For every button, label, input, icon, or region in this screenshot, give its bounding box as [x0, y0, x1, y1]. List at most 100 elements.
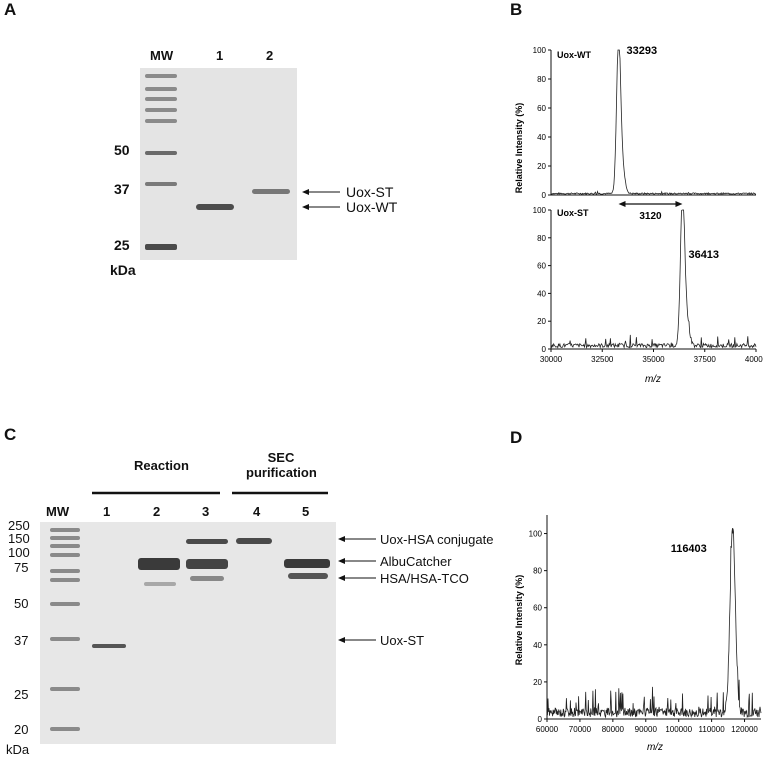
- spectrum-trace: [550, 49, 757, 196]
- gel-c-unit: kDa: [6, 742, 30, 757]
- x-tick-label: 60000: [536, 725, 559, 734]
- gel-c-marker-100: 100: [8, 545, 30, 560]
- arrow-head-right: [675, 201, 683, 207]
- x-tick-label: 32500: [591, 355, 614, 364]
- gel-a-mw-header: MW: [150, 48, 174, 63]
- gel-a-marker-37: 37: [114, 181, 130, 197]
- gel-c-marker-20: 20: [14, 722, 29, 737]
- y-tick-label: 80: [537, 75, 546, 84]
- gel-c-group-reaction: Reaction: [134, 458, 189, 473]
- gel-c-lane-1: 1: [103, 504, 111, 519]
- gel-c-lane4-conjugate: [236, 538, 272, 544]
- gel-a-label-uox-wt: Uox-WT: [346, 199, 398, 215]
- gel-c-label-conjugate: Uox-HSA conjugate: [380, 532, 494, 547]
- y-tick-label: 100: [533, 206, 547, 215]
- y-tick-label: 60: [537, 262, 546, 271]
- gel-c-image: [40, 522, 336, 744]
- y-tick-label: 40: [537, 289, 546, 298]
- gel-c-lane-5: 5: [302, 504, 310, 519]
- gel-a-image: [140, 68, 297, 260]
- y-tick-label: 0: [538, 715, 543, 724]
- peak-label: 36413: [688, 249, 719, 261]
- chart-b-bottom: 0 20 40 60 80 100 30000 32500 35000 37500 40000 Uox…: [533, 201, 763, 385]
- y-tick-label: 0: [542, 191, 547, 200]
- panel-label-d: D: [510, 428, 523, 447]
- panel-label-b: B: [510, 0, 523, 19]
- y-tick-label: 80: [537, 234, 546, 243]
- chart-b: 0 20 40 60 80 100 Uox-WT 33293 Relative Intensit…: [514, 45, 763, 385]
- y-tick-label: 40: [533, 641, 542, 650]
- gel-c-label-albucatcher: AlbuCatcher: [380, 554, 452, 569]
- peak-label: 33293: [627, 45, 658, 57]
- x-tick-label: 100000: [665, 725, 692, 734]
- gel-c-lane1-uox-st: [92, 644, 126, 648]
- gel-a-band-uox-st: [252, 189, 290, 194]
- gel-a: MW 1 2 50 37 25 kDa Uox-ST Uox-WT: [0, 0, 500, 290]
- gel-a-band-uox-wt: [196, 204, 234, 210]
- y-tick-label: 0: [542, 345, 547, 354]
- gel-c-marker-37: 37: [14, 633, 29, 648]
- y-tick-label: 80: [533, 567, 542, 576]
- gel-c-lane-3: 3: [202, 504, 210, 519]
- spectrum-trace: [550, 209, 757, 350]
- gel-a-arrows: [302, 189, 340, 210]
- arrow-head-left: [618, 201, 626, 207]
- y-axis-label: Relative Intensity (%): [514, 103, 524, 194]
- x-tick-label: 70000: [569, 725, 592, 734]
- x-axis-label: m/z: [645, 374, 661, 385]
- gel-a-marker-50: 50: [114, 142, 130, 158]
- gel-c-lane-4: 4: [253, 504, 261, 519]
- chart-d: 0 20 40 60 80 100 60000 70000 80000 90000 100000 11…: [514, 515, 762, 753]
- y-tick-label: 20: [533, 678, 542, 687]
- gel-c-arrows: [338, 536, 376, 643]
- y-tick-label: 60: [537, 104, 546, 113]
- mass-shift-label: 3120: [639, 211, 662, 222]
- gel-c: Reaction SEC purification MW 1 2 3 4 5: [0, 430, 500, 757]
- x-tick-label: 80000: [602, 725, 625, 734]
- x-tick-label: 35000: [642, 355, 665, 364]
- gel-c-marker-50: 50: [14, 596, 29, 611]
- peak-label: 116403: [671, 543, 707, 555]
- gel-a-marker-25: 25: [114, 237, 130, 253]
- gel-c-marker-150: 150: [8, 531, 30, 546]
- gel-c-marker-250: 250: [8, 518, 30, 533]
- spectrum-trace: [546, 528, 762, 719]
- panel-label-a: A: [4, 0, 17, 19]
- gel-c-lane3-conjugate: [186, 539, 228, 544]
- chart-d-plot: 0 20 40 60 80 100 60000 70000 80000 90000 100000 11…: [514, 515, 762, 753]
- series-label-uox-st: Uox-ST: [557, 208, 589, 218]
- chart-b-top: 0 20 40 60 80 100 Uox-WT 33293 Relative Intensit…: [514, 45, 757, 200]
- gel-c-label-hsa: HSA/HSA-TCO: [380, 571, 469, 586]
- y-tick-label: 40: [537, 133, 546, 142]
- gel-c-lane2-albucatcher: [138, 558, 180, 570]
- x-tick-label: 40000: [745, 355, 763, 364]
- y-tick-label: 100: [533, 46, 547, 55]
- gel-a-label-uox-st: Uox-ST: [346, 184, 394, 200]
- x-tick-label: 30000: [540, 355, 563, 364]
- x-axis-label: m/z: [647, 742, 663, 753]
- y-axis-label: Relative Intensity (%): [514, 575, 524, 666]
- gel-c-group-sec: SEC purification: [246, 450, 317, 480]
- gel-c-lane5-albucatcher: [284, 559, 330, 568]
- panel-label-c: C: [4, 425, 17, 444]
- gel-c-lane3-albucatcher: [186, 559, 228, 569]
- gel-c-group-bars: [92, 491, 328, 495]
- y-tick-label: 100: [529, 530, 543, 539]
- gel-c-label-uox-st: Uox-ST: [380, 633, 425, 648]
- gel-a-lane-1: 1: [216, 48, 224, 63]
- x-tick-label: 90000: [635, 725, 658, 734]
- gel-c-marker-75: 75: [14, 560, 29, 575]
- y-tick-label: 20: [537, 162, 546, 171]
- gel-c-mw-header: MW: [46, 504, 70, 519]
- gel-c-lane-2: 2: [153, 504, 161, 519]
- x-tick-label: 120000: [731, 725, 758, 734]
- gel-a-lane-2: 2: [266, 48, 274, 63]
- gel-c-lane5-hsa: [288, 573, 328, 579]
- y-tick-label: 60: [533, 604, 542, 613]
- series-label-uox-wt: Uox-WT: [557, 50, 591, 60]
- gel-a-unit: kDa: [110, 262, 136, 278]
- x-tick-label: 37500: [694, 355, 717, 364]
- x-tick-label: 110000: [699, 725, 726, 734]
- gel-c-marker-25: 25: [14, 687, 29, 702]
- y-tick-label: 20: [537, 317, 546, 326]
